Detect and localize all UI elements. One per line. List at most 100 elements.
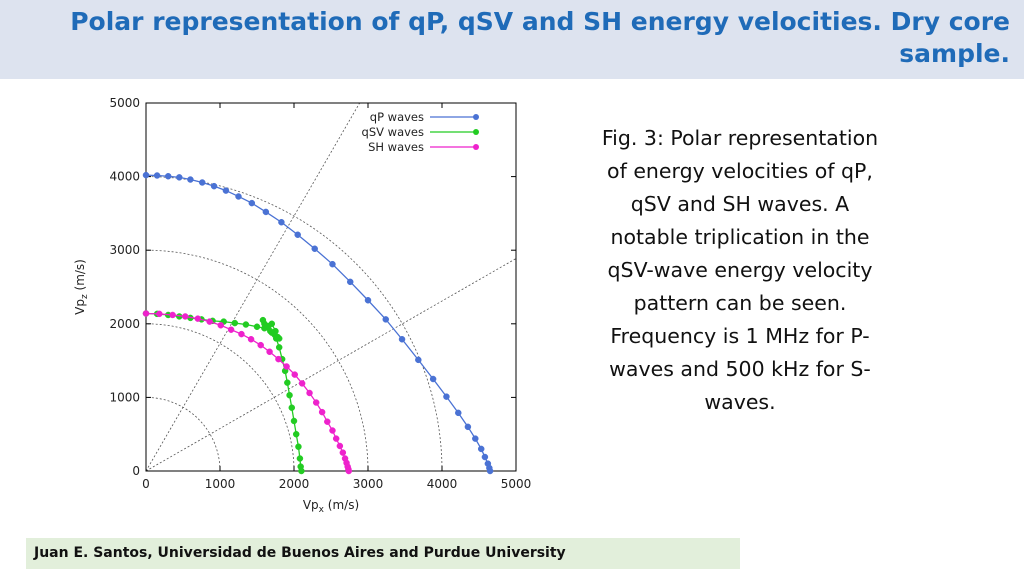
data-point [292,430,300,438]
data-point [198,179,206,186]
y-axis-label: Vpz (m/s) [73,259,90,315]
x-tick-label: 4000 [427,477,458,491]
series-qp-waves [142,171,494,475]
data-point [206,318,213,325]
y-tick-label: 1000 [109,390,140,404]
data-point [222,187,230,194]
data-point [324,418,331,425]
legend-label: qP waves [370,110,424,124]
data-point [156,310,163,318]
series-sh-waves [142,310,353,475]
data-point [429,375,437,383]
data-point [415,356,422,364]
data-point [398,336,406,343]
data-point [298,467,305,475]
footer-bar: Juan E. Santos, Universidad de Buenos Ai… [26,538,740,569]
data-point [286,391,293,399]
grid-ray [145,258,517,472]
data-point [295,443,302,450]
data-point [181,313,189,320]
y-tick-label: 0 [132,464,140,478]
x-tick-label: 5000 [501,477,532,491]
data-point [142,171,150,179]
data-point [272,335,280,342]
y-tick-label: 4000 [109,170,140,184]
data-point [311,245,318,252]
data-point [262,208,270,216]
data-point [264,324,272,331]
data-point [217,322,224,329]
data-point [443,393,450,400]
title-bar: Polar representation of qP, qSV and SH e… [0,0,1024,79]
data-point [257,341,264,349]
data-point [318,408,326,416]
y-tick-label: 5000 [109,96,140,110]
data-point [481,453,489,461]
data-point [235,193,242,200]
data-point [248,199,256,207]
data-point [294,231,301,238]
data-point [288,404,296,411]
y-tick-label: 3000 [109,243,140,257]
data-point [231,319,239,327]
grid-ray [145,102,360,472]
data-point [345,467,353,475]
data-point [266,348,273,356]
x-axis-label: Vpx (m/s) [303,498,359,515]
plot-area [146,103,516,471]
data-point [332,435,340,442]
grid-arc [145,397,221,472]
data-point [486,467,494,475]
data-point [194,315,202,322]
grid-arc [145,249,369,472]
data-point [227,326,235,333]
data-point [477,445,485,453]
data-point [336,442,344,450]
data-point [275,344,283,351]
footer-credit: Juan E. Santos, Universidad de Buenos Ai… [34,545,566,561]
data-point [329,427,336,434]
legend-label: qSV waves [362,125,424,139]
legend-swatch-marker [473,144,479,150]
legend-swatch-marker [473,114,479,120]
data-point [238,330,245,338]
chart-svg: 0 1000 2000 3000 4000 5000 0 1000 2000 3000 4000 50… [73,96,532,515]
figure-caption: Fig. 3: Polar representation of energy v… [601,126,879,414]
data-point [455,409,462,417]
polar-energy-chart: 0 1000 2000 3000 4000 5000 0 1000 2000 3000 4000 50… [60,88,550,528]
data-point [153,172,161,179]
page-title: Polar representation of qP, qSV and SH e… [70,7,1010,68]
data-point [142,310,150,317]
data-point [312,399,320,406]
data-point [210,182,218,190]
plot-frame [145,102,517,472]
x-tick-label: 1000 [205,477,236,491]
data-point [164,172,172,180]
data-point [291,371,298,378]
data-point [253,323,261,330]
data-point [346,278,354,286]
data-point [329,260,336,268]
data-point [187,176,194,183]
data-point [278,218,285,226]
data-point [296,455,304,462]
x-tick-label: 2000 [279,477,310,491]
data-point [268,329,276,336]
legend-swatch-marker [473,129,479,135]
x-tick-label: 0 [142,477,150,491]
data-point [169,311,176,319]
data-point [275,355,282,363]
data-point [247,336,255,343]
data-point [298,380,306,387]
legend-label: SH waves [368,140,424,154]
data-point [284,379,291,386]
data-point [464,423,472,431]
data-point [283,363,290,370]
data-point [290,417,298,425]
data-point [176,174,183,181]
data-point [242,321,250,328]
data-point [382,316,390,323]
y-tick-label: 2000 [109,317,140,331]
data-point [306,389,313,397]
x-tick-label: 3000 [353,477,384,491]
